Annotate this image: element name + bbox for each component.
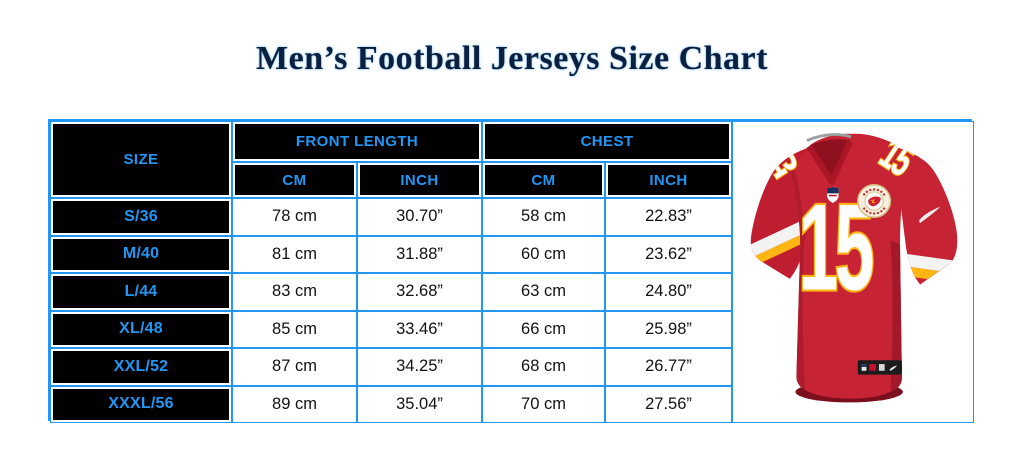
chest-cm-value: 63 cm bbox=[482, 273, 605, 311]
front-cm-value: 89 cm bbox=[232, 385, 357, 423]
chest-inch-value: 24.80” bbox=[605, 273, 732, 311]
column-group-chest: CHEST bbox=[482, 121, 732, 162]
front-cm-value: 83 cm bbox=[232, 273, 357, 311]
size-chart-table: SIZE FRONT LENGTH CHEST bbox=[48, 119, 974, 423]
front-inch-value: 30.70” bbox=[357, 198, 482, 236]
front-inch-value: 32.68” bbox=[357, 273, 482, 311]
jersey-jock-tag bbox=[857, 360, 902, 375]
chest-cm-value: 66 cm bbox=[482, 310, 605, 348]
chest-inch-value: 26.77” bbox=[605, 348, 732, 386]
chest-inch-value: 27.56” bbox=[605, 385, 732, 423]
chest-inch-value: 25.98” bbox=[605, 310, 732, 348]
subheader-chest-cm: CM bbox=[482, 162, 605, 198]
subheader-front-inch: INCH bbox=[357, 162, 482, 198]
left-cuff-white-stripe bbox=[750, 215, 813, 274]
collar-back-trim bbox=[806, 133, 852, 142]
front-cm-value: 78 cm bbox=[232, 198, 357, 236]
jersey-photo-cell: 15 15 15 bbox=[732, 121, 974, 423]
chest-cm-value: 58 cm bbox=[482, 198, 605, 236]
front-inch-value: 31.88” bbox=[357, 235, 482, 273]
front-cm-value: 87 cm bbox=[232, 348, 357, 386]
jersey-collar bbox=[806, 133, 853, 185]
nike-swoosh-icon bbox=[919, 206, 941, 224]
nfl-shield-icon bbox=[827, 186, 839, 203]
size-cell: L/44 bbox=[50, 273, 232, 311]
chest-cm-value: 70 cm bbox=[482, 385, 605, 423]
size-cell: M/40 bbox=[50, 235, 232, 273]
front-inch-value: 34.25” bbox=[357, 348, 482, 386]
left-cuff-gold-stripe bbox=[750, 227, 813, 279]
chiefs-patch-icon bbox=[857, 184, 892, 219]
jersey-image: 15 15 15 bbox=[750, 133, 958, 403]
size-cell: XXXL/56 bbox=[50, 385, 232, 423]
chest-cm-value: 68 cm bbox=[482, 348, 605, 386]
subheader-front-cm: CM bbox=[232, 162, 357, 198]
subheader-chest-inch: INCH bbox=[605, 162, 732, 198]
column-group-front-length: FRONT LENGTH bbox=[232, 121, 482, 162]
front-inch-value: 33.46” bbox=[357, 310, 482, 348]
size-cell: XXL/52 bbox=[50, 348, 232, 386]
size-cell: S/36 bbox=[50, 198, 232, 236]
column-header-size: SIZE bbox=[50, 121, 232, 198]
chest-inch-value: 23.62” bbox=[605, 235, 732, 273]
chest-inch-value: 22.83” bbox=[605, 198, 732, 236]
page-title: Men’s Football Jerseys Size Chart bbox=[256, 40, 768, 77]
front-cm-value: 81 cm bbox=[232, 235, 357, 273]
front-cm-value: 85 cm bbox=[232, 310, 357, 348]
chest-cm-value: 60 cm bbox=[482, 235, 605, 273]
size-cell: XL/48 bbox=[50, 310, 232, 348]
front-inch-value: 35.04” bbox=[357, 385, 482, 423]
